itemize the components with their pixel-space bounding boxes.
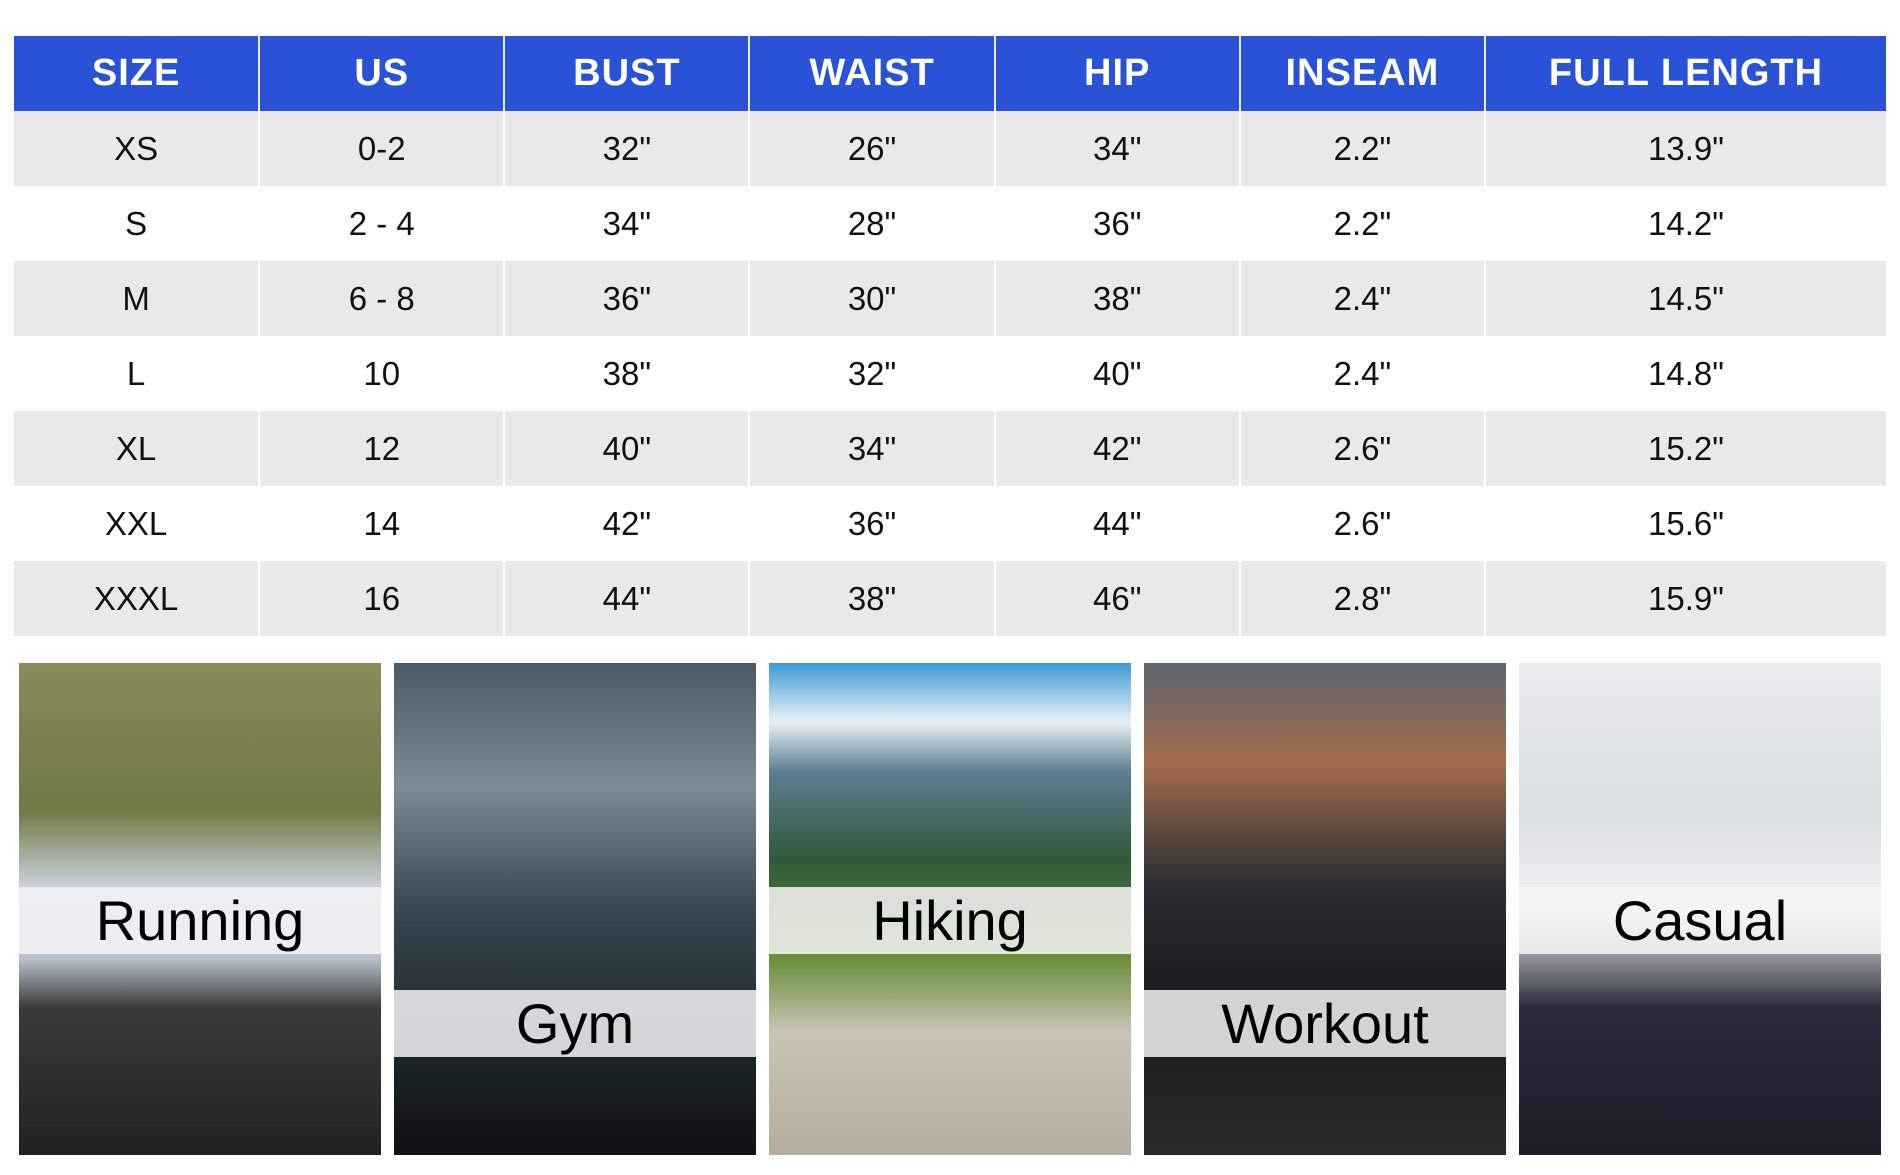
cell-us: 2 - 4 xyxy=(259,186,506,261)
cell-size: XL xyxy=(14,411,261,486)
cell-inseam: 2.4" xyxy=(1239,336,1487,411)
cell-hip: 42" xyxy=(994,411,1241,486)
cell-hip: 34" xyxy=(994,111,1241,186)
cell-size: XXXL xyxy=(14,561,261,636)
photo-hiking: Hiking xyxy=(769,663,1131,1155)
header-waist: WAIST xyxy=(749,36,996,111)
cell-inseam: 2.6" xyxy=(1239,411,1487,486)
photo-workout: Workout xyxy=(1144,663,1506,1155)
header-size: SIZE xyxy=(14,36,261,111)
cell-waist: 32" xyxy=(749,336,996,411)
activity-label-casual: Casual xyxy=(1519,887,1881,954)
cell-us: 0-2 xyxy=(259,111,506,186)
cell-waist: 38" xyxy=(749,561,996,636)
header-hip: HIP xyxy=(994,36,1241,111)
cell-us: 6 - 8 xyxy=(259,261,506,336)
cell-full-length: 15.6" xyxy=(1485,486,1886,561)
activity-label-workout: Workout xyxy=(1144,990,1506,1057)
cell-bust: 32" xyxy=(504,111,751,186)
cell-inseam: 2.2" xyxy=(1239,186,1487,261)
cell-size: M xyxy=(14,261,261,336)
table-row: L 10 38" 32" 40" 2.4" 14.8" xyxy=(14,336,1886,411)
cell-inseam: 2.6" xyxy=(1239,486,1487,561)
cell-inseam: 2.4" xyxy=(1239,261,1487,336)
table-row: XXL 14 42" 36" 44" 2.6" 15.6" xyxy=(14,486,1886,561)
cell-size: XS xyxy=(14,111,261,186)
cell-hip: 36" xyxy=(994,186,1241,261)
activity-label-running: Running xyxy=(19,887,381,954)
cell-full-length: 14.8" xyxy=(1485,336,1886,411)
table-row: XXXL 16 44" 38" 46" 2.8" 15.9" xyxy=(14,561,1886,636)
cell-us: 12 xyxy=(259,411,506,486)
header-full-length: FULL LENGTH xyxy=(1485,36,1886,111)
cell-bust: 42" xyxy=(504,486,751,561)
cell-bust: 34" xyxy=(504,186,751,261)
cell-us: 14 xyxy=(259,486,506,561)
activity-label-hiking: Hiking xyxy=(769,887,1131,954)
cell-inseam: 2.2" xyxy=(1239,111,1487,186)
cell-full-length: 14.5" xyxy=(1485,261,1886,336)
header-us: US xyxy=(259,36,506,111)
photo-running: Running xyxy=(19,663,381,1155)
cell-us: 10 xyxy=(259,336,506,411)
cell-hip: 46" xyxy=(994,561,1241,636)
cell-waist: 36" xyxy=(749,486,996,561)
cell-hip: 44" xyxy=(994,486,1241,561)
cell-bust: 44" xyxy=(504,561,751,636)
table-row: XS 0-2 32" 26" 34" 2.2" 13.9" xyxy=(14,111,1886,186)
cell-waist: 34" xyxy=(749,411,996,486)
cell-waist: 26" xyxy=(749,111,996,186)
cell-waist: 28" xyxy=(749,186,996,261)
cell-bust: 40" xyxy=(504,411,751,486)
cell-size: S xyxy=(14,186,261,261)
size-chart-table: SIZE US BUST WAIST HIP INSEAM FULL LENGT… xyxy=(14,36,1886,636)
cell-us: 16 xyxy=(259,561,506,636)
cell-full-length: 15.2" xyxy=(1485,411,1886,486)
cell-size: XXL xyxy=(14,486,261,561)
activity-label-gym: Gym xyxy=(394,990,756,1057)
cell-full-length: 13.9" xyxy=(1485,111,1886,186)
cell-full-length: 14.2" xyxy=(1485,186,1886,261)
cell-bust: 38" xyxy=(504,336,751,411)
photo-casual: Casual xyxy=(1519,663,1881,1155)
table-row: XL 12 40" 34" 42" 2.6" 15.2" xyxy=(14,411,1886,486)
table-header-row: SIZE US BUST WAIST HIP INSEAM FULL LENGT… xyxy=(14,36,1886,111)
cell-hip: 38" xyxy=(994,261,1241,336)
photo-gym: Gym xyxy=(394,663,756,1155)
cell-size: L xyxy=(14,336,261,411)
cell-hip: 40" xyxy=(994,336,1241,411)
cell-waist: 30" xyxy=(749,261,996,336)
header-inseam: INSEAM xyxy=(1239,36,1487,111)
cell-inseam: 2.8" xyxy=(1239,561,1487,636)
cell-full-length: 15.9" xyxy=(1485,561,1886,636)
header-bust: BUST xyxy=(504,36,751,111)
cell-bust: 36" xyxy=(504,261,751,336)
